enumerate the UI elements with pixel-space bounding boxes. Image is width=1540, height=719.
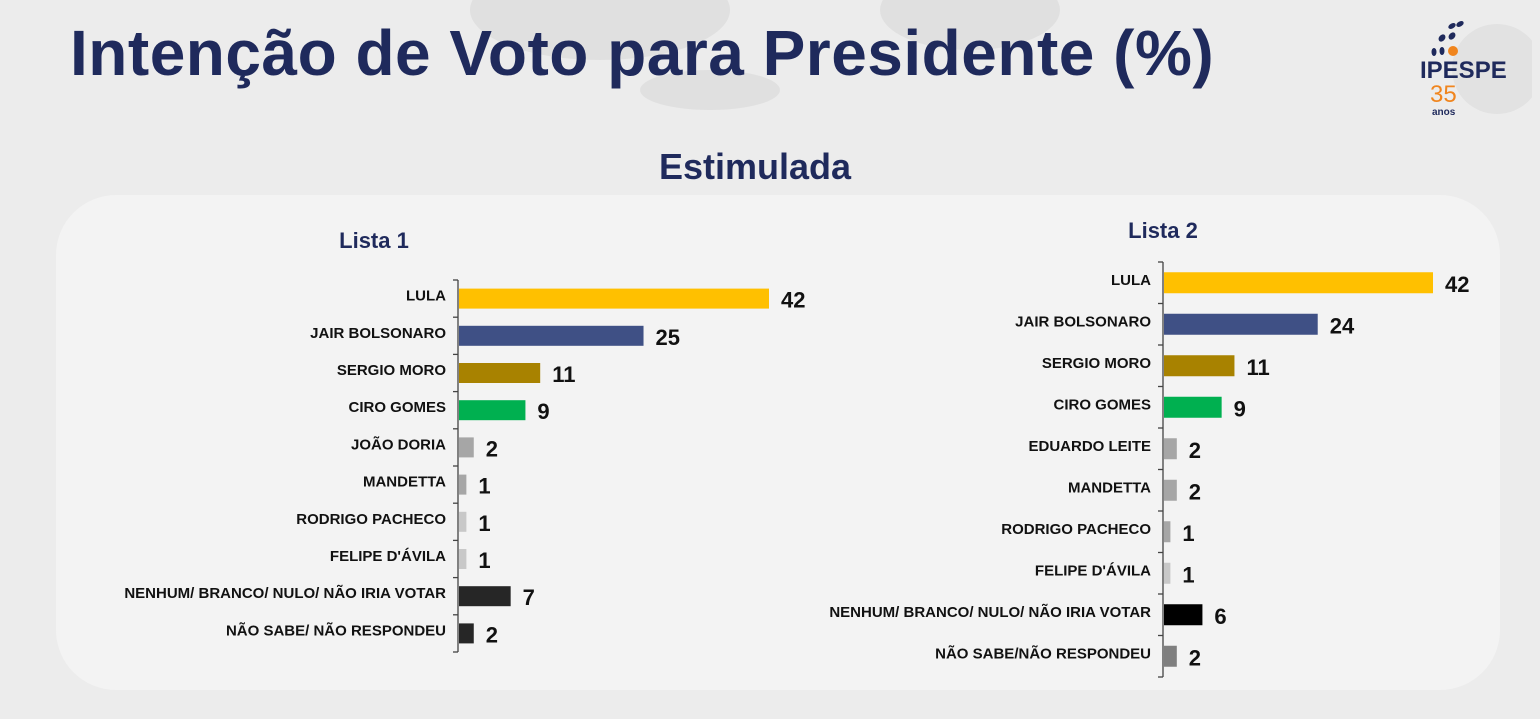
- bar: [459, 511, 467, 532]
- data-label: 1: [478, 548, 490, 573]
- data-label: 11: [552, 362, 575, 387]
- bar: [1164, 645, 1177, 667]
- bar: [1164, 396, 1222, 418]
- data-label: 11: [1246, 355, 1269, 380]
- bar: [459, 549, 467, 569]
- chart-title: Lista 2: [1128, 218, 1198, 243]
- category-label: NÃO SABE/ NÃO RESPONDEU: [226, 621, 446, 639]
- category-label: LULA: [406, 288, 446, 305]
- logo-text: IPESPE: [1420, 57, 1507, 84]
- category-label: JAIR BOLSONARO: [1015, 313, 1151, 330]
- category-label: JOÃO DORIA: [351, 435, 446, 453]
- data-label: 1: [478, 511, 490, 536]
- data-label: 1: [478, 474, 490, 499]
- category-label: MANDETTA: [1068, 479, 1151, 496]
- category-label: FELIPE D'ÁVILA: [330, 548, 446, 565]
- data-label: 2: [486, 436, 498, 461]
- data-label: 9: [1234, 396, 1246, 421]
- data-label: 42: [781, 288, 805, 313]
- bar: [1164, 355, 1235, 377]
- category-label: NENHUM/ BRANCO/ NULO/ NÃO IRIA VOTAR: [124, 584, 446, 602]
- bar: [459, 623, 474, 644]
- category-label: CIRO GOMES: [348, 399, 446, 416]
- bar: [1164, 438, 1177, 460]
- bar: [1164, 521, 1171, 543]
- logo-orange-dot: [1448, 46, 1458, 56]
- chart-title: Lista 1: [339, 228, 409, 253]
- bar: [1164, 272, 1433, 294]
- data-label: 2: [1189, 438, 1201, 463]
- data-label: 25: [656, 325, 680, 350]
- category-label: MANDETTA: [363, 474, 446, 491]
- data-label: 2: [486, 622, 498, 647]
- logo-globe: [1452, 24, 1532, 114]
- bar: [1164, 479, 1177, 501]
- category-label: LULA: [1111, 272, 1151, 289]
- bar: [1164, 313, 1318, 335]
- category-label: CIRO GOMES: [1053, 396, 1151, 413]
- data-label: 24: [1330, 313, 1355, 338]
- bar: [459, 400, 526, 421]
- chart-subtitle: Estimulada: [658, 146, 852, 187]
- category-label: NÃO SABE/NÃO RESPONDEU: [935, 644, 1151, 662]
- bar: [459, 474, 467, 495]
- bar: [1164, 604, 1203, 626]
- category-label: RODRIGO PACHECO: [1001, 521, 1151, 538]
- data-label: 2: [1189, 645, 1201, 670]
- category-label: FELIPE D'ÁVILA: [1035, 562, 1151, 579]
- bar: [459, 325, 644, 346]
- category-label: NENHUM/ BRANCO/ NULO/ NÃO IRIA VOTAR: [829, 603, 1151, 621]
- data-label: 7: [523, 585, 535, 610]
- category-label: SERGIO MORO: [1042, 355, 1152, 372]
- category-label: RODRIGO PACHECO: [296, 511, 446, 528]
- chart-lista-2: Lista 2 LULA 42 JAIR BOLSONARO 24 SERGIO MORO…: [829, 218, 1469, 678]
- bar: [1164, 562, 1171, 584]
- page-title: Intenção de Voto para Presidente (%): [70, 17, 1215, 89]
- data-label: 1: [1182, 521, 1194, 546]
- bar: [459, 363, 541, 383]
- data-label: 6: [1214, 604, 1226, 629]
- category-label: EDUARDO LEITE: [1028, 438, 1151, 455]
- logo-dots: [1431, 21, 1464, 56]
- chart-lista-1: Lista 1 LULA 42 JAIR BOLSONARO 25 SERGIO MORO…: [124, 228, 805, 653]
- data-label: 42: [1445, 272, 1469, 297]
- bar: [459, 288, 769, 309]
- background-decoration: [640, 70, 780, 110]
- bar: [459, 586, 511, 607]
- data-label: 1: [1182, 562, 1194, 587]
- data-label: 9: [537, 399, 549, 424]
- ipespe-logo: IPESPE 35 anos: [1420, 21, 1532, 118]
- logo-years: 35: [1430, 81, 1457, 108]
- bar: [459, 437, 474, 458]
- data-label: 2: [1189, 479, 1201, 504]
- category-label: SERGIO MORO: [337, 362, 447, 379]
- logo-years-label: anos: [1432, 107, 1456, 118]
- category-label: JAIR BOLSONARO: [310, 325, 446, 342]
